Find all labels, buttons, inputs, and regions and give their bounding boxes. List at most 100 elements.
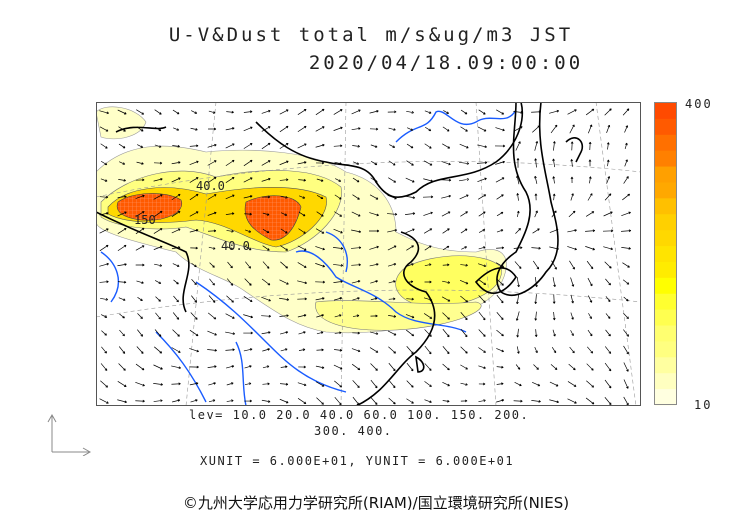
wind-arrow xyxy=(243,314,254,319)
wind-arrow xyxy=(316,161,325,165)
wind-arrow xyxy=(225,348,235,352)
wind-arrow xyxy=(226,295,234,303)
wind-arrow xyxy=(118,297,126,301)
wind-arrow xyxy=(135,263,145,267)
wind-arrow xyxy=(515,311,520,321)
wind-arrow xyxy=(388,177,397,183)
wind-arrow xyxy=(261,314,272,318)
wind-arrow xyxy=(119,313,125,319)
wind-arrow xyxy=(388,297,396,301)
wind-arrow xyxy=(387,330,397,336)
wind-arrow xyxy=(388,280,396,284)
wind-arrow xyxy=(370,177,378,183)
wind-arrow xyxy=(569,346,575,354)
wind-arrow xyxy=(442,363,450,371)
wind-arrow xyxy=(171,382,181,386)
wind-arrow xyxy=(370,379,378,389)
wind-arrow xyxy=(99,126,109,132)
wind-arrow xyxy=(208,110,216,114)
wind-arrow xyxy=(315,108,325,116)
wind-arrow xyxy=(587,346,594,354)
wind-arrow xyxy=(460,109,468,115)
wind-arrow xyxy=(189,177,199,183)
wind-arrow xyxy=(585,108,595,116)
wind-arrow xyxy=(496,365,504,369)
wind-arrow xyxy=(534,210,538,218)
wind-arrow xyxy=(549,109,560,114)
wind-arrow xyxy=(604,379,612,389)
wind-arrow xyxy=(460,382,468,386)
wind-arrow xyxy=(225,143,235,149)
wind-arrow xyxy=(280,212,288,216)
wind-arrow xyxy=(422,195,434,199)
wind-arrow xyxy=(173,295,179,303)
colorbar-band xyxy=(655,182,676,199)
wind-arrow xyxy=(352,380,360,389)
wind-arrow xyxy=(135,211,145,217)
wind-arrow xyxy=(388,397,396,405)
wind-arrow xyxy=(297,262,307,268)
wind-arrow xyxy=(478,109,486,115)
wind-arrow xyxy=(604,261,612,269)
wind-arrow xyxy=(550,124,558,134)
wind-arrow xyxy=(567,246,577,251)
wind-arrow xyxy=(136,161,144,165)
wind-arrow xyxy=(369,194,379,200)
wind-arrow xyxy=(135,399,145,403)
wind-arrow xyxy=(99,398,109,404)
wind-arrow xyxy=(586,363,594,371)
wind-arrow xyxy=(460,399,468,403)
wind-arrow xyxy=(516,294,520,305)
wind-arrow xyxy=(261,331,271,335)
wind-arrow xyxy=(369,229,380,233)
wind-arrow xyxy=(209,262,215,268)
wind-arrow xyxy=(585,397,595,405)
wind-arrow xyxy=(388,160,396,166)
wind-arrow xyxy=(440,178,452,182)
wind-arrow xyxy=(351,229,362,233)
wind-arrow xyxy=(153,382,163,386)
wind-arrow xyxy=(423,178,433,183)
wind-arrow xyxy=(623,345,629,355)
colorbar-band xyxy=(655,134,676,152)
wind-arrow xyxy=(570,193,574,201)
wind-arrow xyxy=(191,279,197,286)
wind-arrow xyxy=(496,211,504,217)
wind-arrow xyxy=(624,125,629,133)
wind-arrow xyxy=(442,312,450,320)
wind-arrow xyxy=(459,143,469,149)
wind-arrow xyxy=(570,159,574,167)
wind-arrow xyxy=(549,381,559,387)
wind-arrow xyxy=(567,381,577,387)
wind-arrow xyxy=(370,160,378,166)
wind-arrow xyxy=(570,141,574,151)
wind-arrow xyxy=(370,397,378,405)
wind-arrow xyxy=(297,108,307,115)
wind-arrow xyxy=(279,297,290,301)
wind-arrow xyxy=(406,245,414,251)
wind-arrow xyxy=(153,177,163,182)
wind-arrow xyxy=(516,328,520,338)
wind-arrow xyxy=(567,229,577,233)
wind-arrow xyxy=(316,397,324,405)
wind-arrow xyxy=(478,211,486,217)
wind-arrow xyxy=(621,211,631,217)
wind-arrow xyxy=(226,365,235,369)
wind-arrow xyxy=(136,346,144,354)
colorbar-max-label: 400 xyxy=(685,97,713,111)
wind-arrow xyxy=(622,262,630,268)
wind-arrow xyxy=(244,278,252,286)
wind-arrow xyxy=(189,229,199,233)
wind-arrow xyxy=(191,295,198,303)
wind-arrow xyxy=(154,263,163,267)
wind-arrow xyxy=(496,312,504,321)
wind-arrow xyxy=(460,126,468,132)
wind-arrow xyxy=(549,246,559,251)
wind-arrow xyxy=(478,279,487,286)
wind-arrow xyxy=(514,381,522,387)
copyright-credit: ©九州大学応用力学研究所(RIAM)/国立環境研究所(NIES) xyxy=(182,494,570,512)
wind-arrow xyxy=(621,247,631,250)
wind-arrow xyxy=(623,362,629,372)
wind-arrow xyxy=(207,143,217,148)
dust-region-north xyxy=(96,106,147,140)
